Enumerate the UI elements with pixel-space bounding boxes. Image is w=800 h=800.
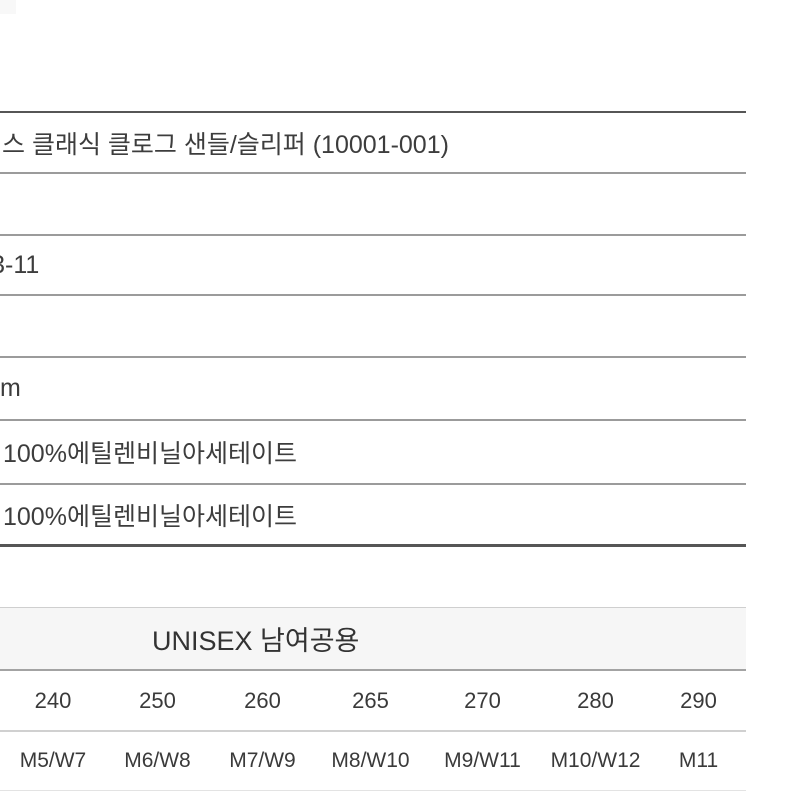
spec-row-empty-1	[0, 174, 746, 236]
material-outer-text: 100%에틸렌비닐아세테이트	[3, 440, 297, 468]
size-cell-mm: 265	[352, 687, 389, 713]
size-cell-mm: 250	[139, 687, 176, 713]
spec-row-material-sole: 100%에틸렌비닐아세테이트	[0, 485, 746, 547]
clipped-glyph-fragment: 3	[0, 251, 5, 280]
size-row-mm: 240 250 260 265 270 280 290	[0, 671, 746, 732]
size-cell-mm: 260	[244, 687, 281, 713]
size-cell-us: M5/W7	[19, 749, 87, 772]
code-suffix-text: -11	[5, 250, 40, 279]
spec-row-unit: m	[0, 358, 746, 421]
material-sole-text: 100%에틸렌비닐아세테이트	[3, 502, 297, 531]
size-cell-us: M9/W11	[444, 749, 521, 772]
product-name-text: 스 클래식 클로그 샌들/슬리퍼 (10001-001)	[2, 130, 449, 159]
size-chart-table: UNISEX 남여공용 240 250 260 265 270 280 290 …	[0, 607, 746, 791]
size-cell-us: M6/W8	[124, 749, 191, 772]
size-cell-mm: 270	[464, 687, 501, 713]
size-cell-mm: 280	[577, 687, 614, 713]
unit-suffix-text: m	[0, 374, 21, 402]
size-cell-us: M11	[678, 749, 719, 772]
size-cell-us: M10/W12	[550, 749, 641, 772]
size-cell-mm: 240	[34, 687, 72, 713]
size-chart-header: UNISEX 남여공용	[0, 608, 746, 671]
size-cell-us: M7/W9	[229, 749, 296, 772]
spec-row-material-outer: 100%에틸렌비닐아세테이트	[0, 421, 746, 485]
size-cell-us: M8/W10	[331, 749, 410, 772]
product-spec-table: 스 클래식 클로그 샌들/슬리퍼 (10001-001) 3 -11 m 100…	[0, 111, 746, 547]
size-row-us: M5/W7 M6/W8 M7/W9 M8/W10 M9/W11 M10/W12 …	[0, 732, 746, 791]
corner-artifact	[0, 0, 16, 14]
spec-row-code: 3 -11	[0, 236, 746, 296]
spec-row-product-name: 스 클래식 클로그 샌들/슬리퍼 (10001-001)	[0, 113, 746, 174]
spec-row-empty-2	[0, 296, 746, 358]
size-cell-mm: 290	[680, 687, 717, 713]
unisex-header-label: UNISEX 남여공용	[152, 626, 360, 656]
